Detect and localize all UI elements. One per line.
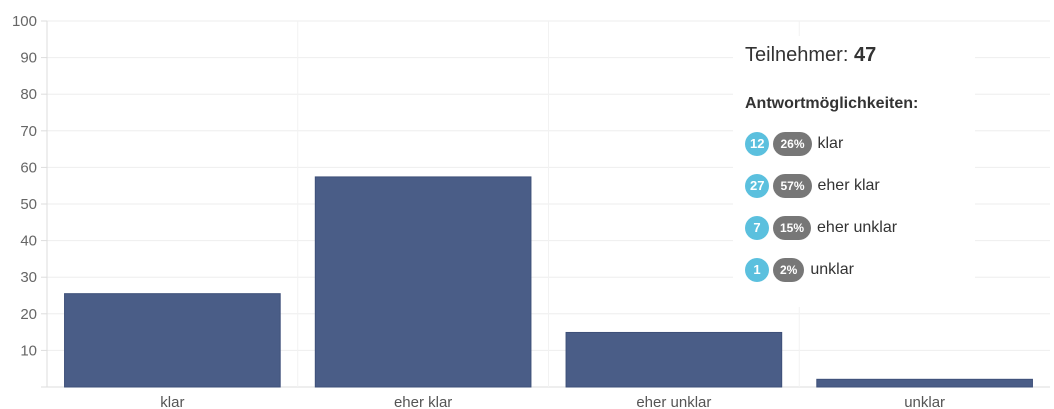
option-label: eher klar — [817, 177, 880, 194]
option-label: unklar — [810, 261, 854, 278]
x-axis-labels: klar eher klar eher unklar unklar — [160, 394, 945, 409]
legend-option: 12 26% klar — [745, 131, 975, 157]
y-tick-label: 60 — [20, 159, 37, 176]
bar — [816, 378, 1033, 388]
percent-badge: 2% — [773, 258, 805, 282]
participants-label: Teilnehmer: — [745, 44, 849, 66]
y-tick-label: 70 — [20, 123, 37, 140]
x-tick-label: klar — [160, 394, 184, 409]
count-badge: 27 — [745, 174, 770, 198]
legend-option: 27 57% eher klar — [745, 173, 975, 199]
percent-badge: 26% — [773, 132, 812, 156]
percent-badge: 15% — [773, 216, 812, 240]
count-badge: 7 — [745, 216, 769, 240]
y-tick-label: 80 — [20, 86, 37, 103]
bar — [64, 293, 281, 388]
legend-option: 7 15% eher unklar — [745, 215, 975, 241]
option-label: klar — [817, 135, 844, 152]
chart-bars — [64, 176, 1033, 388]
x-tick-label: eher klar — [394, 394, 452, 409]
y-tick-label: 40 — [20, 233, 37, 250]
count-badge: 1 — [745, 258, 769, 282]
y-tick-label: 10 — [20, 342, 37, 359]
bar — [314, 176, 532, 388]
y-axis-ticks: 10 20 30 40 50 60 70 80 90 100 — [12, 13, 37, 359]
options-title: Antwortmöglichkeiten: — [745, 95, 919, 112]
participants-count: 47 — [853, 44, 877, 66]
count-badge: 12 — [745, 132, 770, 156]
legend-panel: Teilnehmer: 47 Antwortmöglichkeiten: 12 … — [733, 36, 975, 307]
bar — [565, 331, 783, 388]
option-label: eher unklar — [817, 219, 898, 236]
participants-line: Teilnehmer: 47 — [745, 44, 975, 67]
y-tick-label: 20 — [20, 306, 37, 323]
x-tick-label: eher unklar — [636, 394, 711, 409]
x-tick-label: unklar — [904, 394, 945, 409]
y-tick-label: 30 — [20, 269, 37, 286]
y-tick-label: 100 — [12, 13, 37, 30]
y-tick-label: 90 — [20, 50, 37, 67]
options-list: 12 26% klar 27 57% eher klar 7 15% eher … — [745, 131, 975, 283]
legend-option: 1 2% unklar — [745, 257, 975, 283]
y-tick-label: 50 — [20, 196, 37, 213]
percent-badge: 57% — [773, 174, 812, 198]
